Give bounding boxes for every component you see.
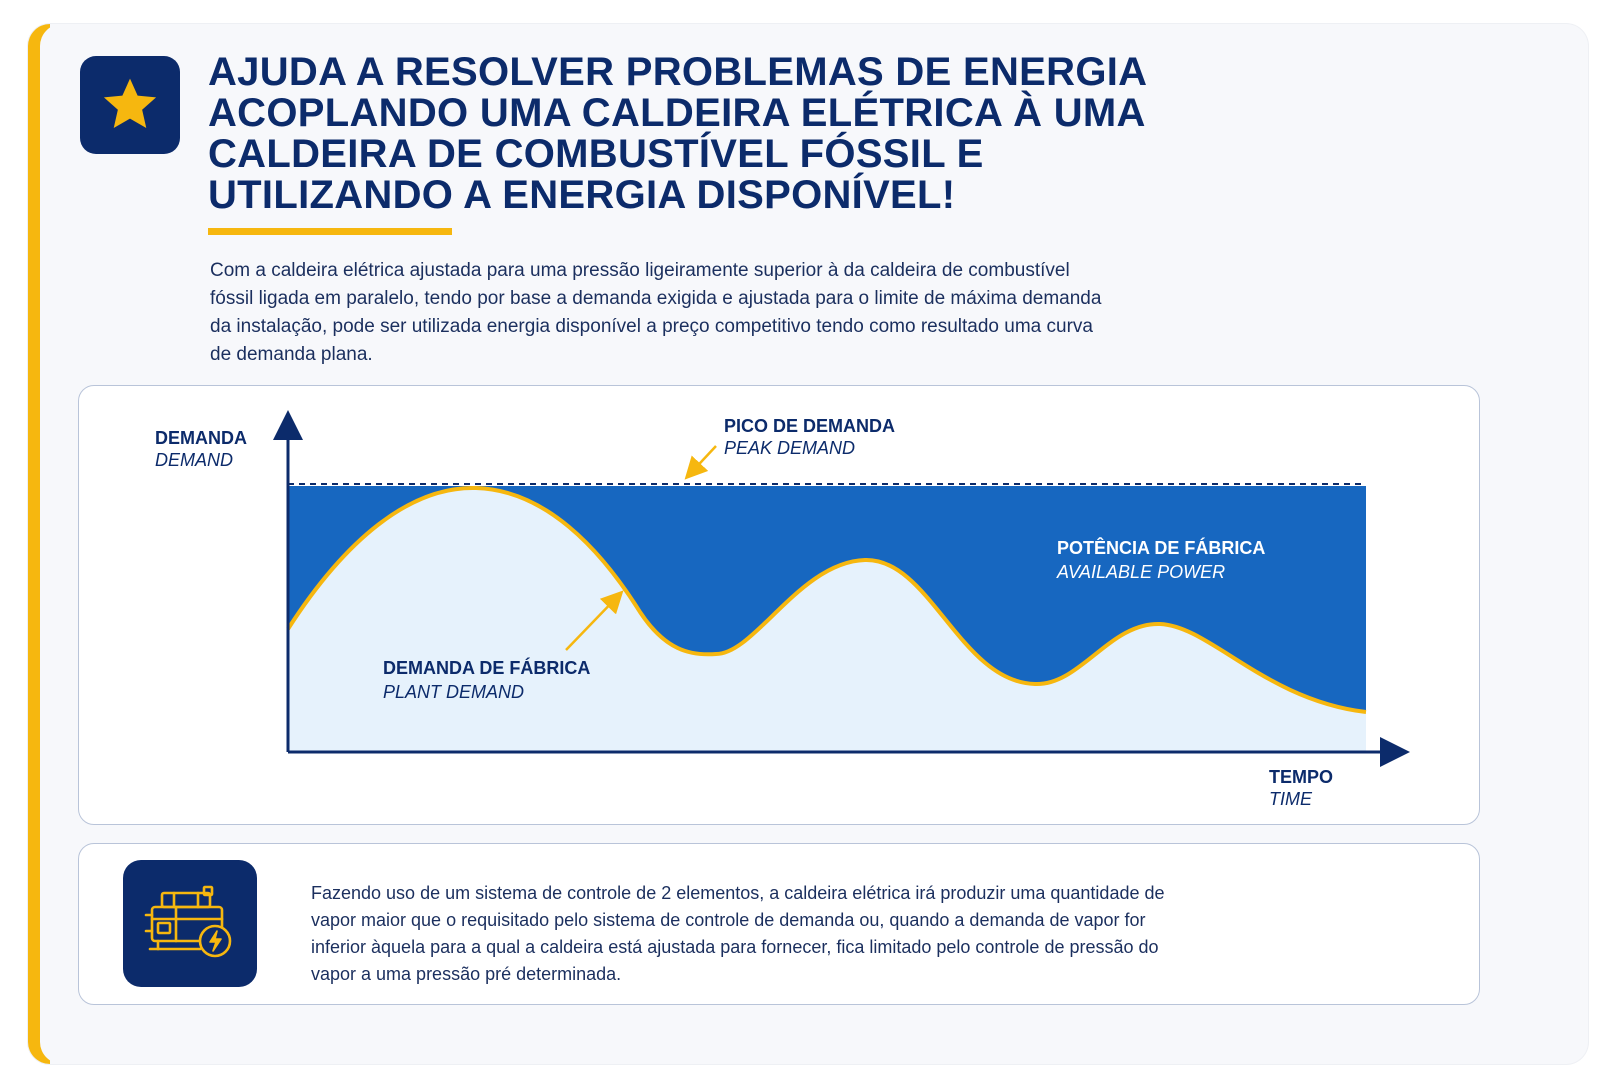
title-line: CALDEIRA DE COMBUSTÍVEL FÓSSIL E (208, 132, 984, 176)
info-panel (78, 843, 1480, 1005)
available-power-label: POTÊNCIA DE FÁBRICA (1057, 538, 1266, 558)
intro-line: Com a caldeira elétrica ajustada para um… (210, 260, 1070, 281)
plant-demand-label: DEMANDA DE FÁBRICA (383, 658, 591, 678)
y-axis-label: DEMANDA (155, 428, 247, 448)
available-power-label-en: AVAILABLE POWER (1057, 562, 1226, 582)
peak-demand-label-en: PEAK DEMAND (724, 438, 856, 458)
title-line: UTILIZANDO A ENERGIA DISPONÍVEL! (208, 173, 956, 217)
page-title: AJUDA A RESOLVER PROBLEMAS DE ENERGIA AC… (208, 52, 1168, 216)
intro-line: de demanda plana. (210, 344, 373, 365)
electric-boiler-icon (123, 860, 257, 987)
x-axis-label: TEMPO (1269, 767, 1334, 787)
peak-demand-label: PICO DE DEMANDA (724, 416, 896, 436)
title-underline (208, 228, 452, 235)
info-line: vapor maior que o requisitado pelo siste… (311, 910, 1146, 930)
y-axis-label-en: DEMAND (155, 450, 234, 470)
info-line: inferior àquela para a qual a caldeira e… (311, 937, 1159, 957)
intro-paragraph: Com a caldeira elétrica ajustada para um… (210, 257, 1210, 369)
star-icon (80, 56, 180, 154)
title-line: ACOPLANDO UMA CALDEIRA ELÉTRICA À UMA (208, 91, 1146, 135)
info-line: Fazendo uso de um sistema de controle de… (311, 883, 1165, 903)
plant-callout-arrow (565, 590, 624, 651)
info-line: vapor a uma pressão pré determinada. (311, 964, 622, 984)
intro-line: fóssil ligada em paralelo, tendo por bas… (210, 288, 1102, 309)
plant-demand-curve (286, 485, 1367, 714)
info-paragraph: Fazendo uso de um sistema de controle de… (311, 880, 1271, 988)
peak-callout-arrow (684, 445, 717, 480)
plant-demand-label-en: PLANT DEMAND (383, 682, 525, 702)
title-line: AJUDA A RESOLVER PROBLEMAS DE ENERGIA (208, 50, 1148, 94)
intro-line: da instalação, pode ser utilizada energi… (210, 316, 1093, 337)
x-axis-label-en: TIME (1269, 789, 1312, 809)
plant-demand-area (288, 487, 1366, 752)
